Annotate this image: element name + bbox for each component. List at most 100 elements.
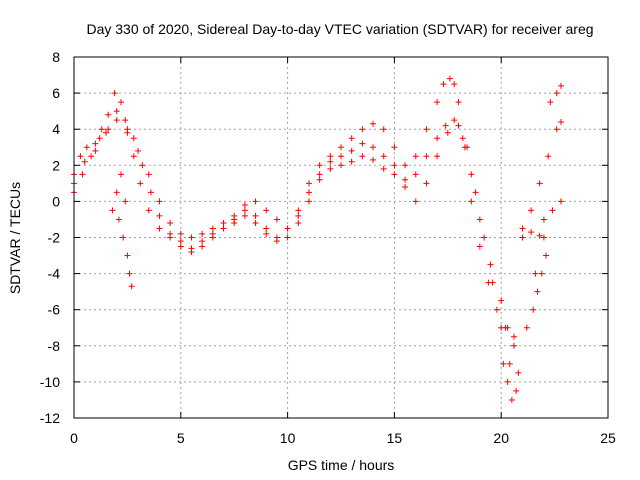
plot-frame: [73, 56, 609, 419]
data-point: [476, 216, 483, 223]
data-point: [327, 153, 334, 160]
data-point: [199, 243, 206, 250]
data-point: [459, 135, 466, 142]
data-point: [442, 122, 449, 129]
data-point: [498, 297, 505, 304]
data-point: [156, 212, 163, 219]
data-point: [464, 144, 471, 151]
data-point: [147, 189, 154, 196]
data-point: [523, 324, 530, 331]
x-tick-label: 10: [280, 430, 296, 446]
data-point: [209, 225, 216, 232]
data-point: [295, 212, 302, 219]
data-point: [380, 126, 387, 133]
data-point: [295, 220, 302, 227]
data-point: [528, 207, 535, 214]
data-point: [402, 176, 409, 183]
data-point: [534, 288, 541, 295]
data-point: [528, 229, 535, 236]
data-point: [115, 216, 122, 223]
data-point: [359, 153, 366, 160]
data-point: [167, 220, 174, 227]
x-tick-label: 5: [177, 430, 185, 446]
y-tick-label: -2: [48, 230, 61, 246]
data-point: [145, 171, 152, 178]
data-point: [530, 306, 537, 313]
data-point: [515, 369, 522, 376]
series-trace-a: [71, 75, 565, 340]
data-point: [504, 378, 511, 385]
data-point: [532, 270, 539, 277]
data-point: [468, 171, 475, 178]
data-point: [558, 198, 565, 205]
data-point: [135, 147, 142, 154]
data-point: [481, 234, 488, 241]
data-point: [83, 144, 90, 151]
data-point: [122, 198, 129, 205]
data-point: [284, 234, 291, 241]
data-point: [508, 396, 515, 403]
data-point: [263, 207, 270, 214]
data-point: [402, 162, 409, 169]
data-point: [540, 216, 547, 223]
data-point: [177, 243, 184, 250]
data-point: [489, 279, 496, 286]
y-tick-label: 2: [52, 157, 60, 173]
data-point: [412, 153, 419, 160]
y-tick-label: -4: [48, 266, 61, 282]
data-point: [209, 230, 216, 237]
data-point: [139, 162, 146, 169]
data-point: [338, 162, 344, 169]
data-point: [493, 306, 500, 313]
data-point: [316, 162, 323, 169]
data-point: [252, 220, 259, 227]
data-point: [124, 129, 131, 136]
data-point: [348, 147, 355, 154]
data-point: [231, 220, 238, 227]
data-point: [273, 216, 280, 223]
y-axis-label: SDTVAR / TECUs: [7, 182, 23, 294]
data-point: [511, 333, 518, 340]
data-point: [199, 238, 206, 245]
y-tick-label: -12: [40, 410, 60, 426]
x-tick-label: 0: [70, 430, 78, 446]
data-point: [348, 158, 355, 165]
data-point: [128, 283, 135, 290]
data-point: [81, 158, 88, 165]
data-point: [440, 81, 447, 88]
data-point: [105, 111, 112, 118]
data-point: [380, 153, 387, 160]
data-point: [402, 183, 409, 190]
data-point: [558, 118, 565, 125]
grid-lines: [74, 57, 608, 418]
data-point: [79, 171, 86, 178]
data-point: [558, 82, 565, 89]
axis-ticks: 0 5 10 15 20 25 -12 -10 -8 -6 -4 -2 0 2 4 6 8: [40, 49, 616, 446]
data-point: [370, 120, 377, 127]
data-point: [446, 75, 453, 82]
data-point: [506, 360, 513, 367]
data-point: [263, 230, 270, 237]
data-point: [96, 135, 103, 142]
data-point: [553, 126, 560, 133]
data-point: [476, 243, 483, 250]
data-point: [241, 212, 248, 219]
data-point: [113, 189, 120, 196]
data-point: [338, 153, 344, 160]
data-point: [543, 252, 550, 259]
data-point: [370, 144, 377, 151]
data-point: [504, 324, 511, 331]
data-point: [305, 198, 312, 205]
data-series: [71, 75, 565, 403]
data-point: [391, 144, 398, 151]
data-point: [498, 324, 505, 331]
y-tick-label: -6: [48, 302, 61, 318]
data-point: [500, 360, 507, 367]
y-tick-label: 0: [52, 193, 60, 209]
data-point: [220, 225, 227, 232]
data-point: [305, 180, 312, 187]
chart-title: Day 330 of 2020, Sidereal Day-to-day VTE…: [86, 21, 593, 37]
data-point: [316, 176, 323, 183]
data-point: [103, 129, 110, 136]
data-point: [423, 153, 430, 160]
